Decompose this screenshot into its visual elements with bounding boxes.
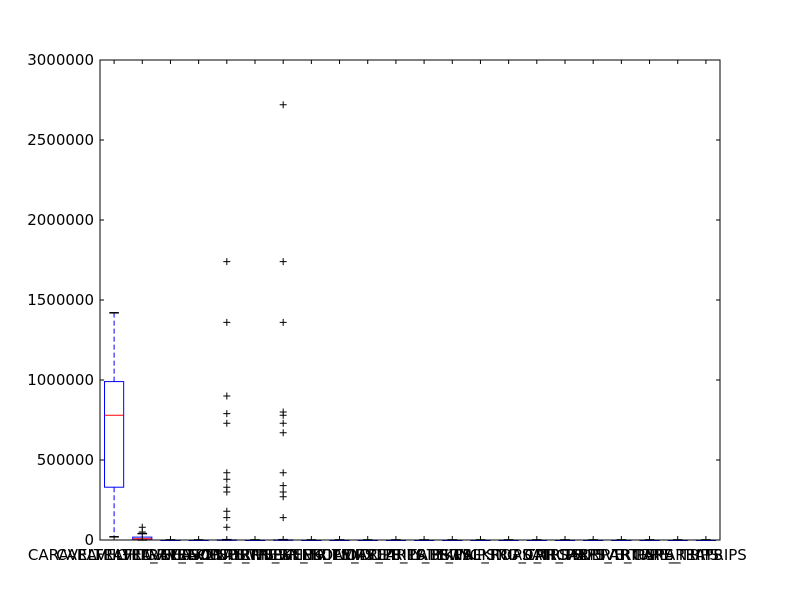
y-tick-label: 3000000 (27, 51, 94, 69)
outlier-marker (223, 410, 231, 418)
outlier-marker (279, 482, 287, 490)
x-tick-label: FLIGHTRAVEL_TRIPS (123, 546, 274, 565)
outlier-marker (223, 507, 231, 515)
y-tick-label: 500000 (37, 451, 94, 469)
outlier-marker (279, 318, 287, 326)
outlier-marker (223, 318, 231, 326)
x-tick-label: CAR_TRIPS (524, 546, 605, 565)
y-tick-label: 1000000 (27, 371, 94, 389)
y-tick-label: 1500000 (27, 291, 94, 309)
y-tick-label: 0 (84, 531, 94, 549)
x-tick-label: CARAVELTRAVEL_TRIPS (56, 546, 228, 565)
outlier-marker (279, 469, 287, 477)
y-axis: 0 500000 1000000 1500000 2000000 2500000 30000… (27, 51, 720, 549)
outlier-marker (279, 429, 287, 437)
outlier-marker (223, 523, 231, 531)
x-tick-label: WALKING_TRIPS (449, 546, 569, 565)
x-tick-label: EARLY_TRIPS (376, 546, 472, 565)
x-tick-label: NORTHERN_TRIPS (216, 546, 350, 565)
outlier-marker (279, 488, 287, 496)
outlier-marker (279, 419, 287, 427)
x-tick-label: SOUTHERN_TRIPS (188, 546, 322, 565)
x-tick-label: CARE_TRIPS (632, 546, 723, 565)
x-tick-label: CARAVELTRAVEL_TRIPS (28, 546, 200, 565)
y-tick-label: 2500000 (27, 131, 94, 149)
outlier-marker (223, 392, 231, 400)
x-tick-label: ARRIVE_TRIPS (569, 546, 674, 565)
outlier-marker (223, 514, 231, 522)
y-tick-label: 2000000 (27, 211, 94, 229)
x-tick-label: AIRCRAFT_TRIPS (532, 546, 655, 565)
x-tick-label: AREATRIPS (665, 546, 747, 564)
x-tick-label: SEASONAL_TRIPS (162, 546, 293, 565)
axes-frame (99, 59, 721, 541)
x-tick-label: WEEKEND_TRIPS (248, 546, 374, 565)
outlier-marker (223, 483, 231, 491)
outlier-marker (223, 469, 231, 477)
outlier-marker (279, 258, 287, 266)
x-tick-label: FLIGHTRAVEL_TRIPS (95, 546, 246, 565)
x-axis: CARAVELTRAVEL_TRIPSCARAVELTRAVEL_TRIPSFL… (28, 60, 747, 565)
box-group (104, 312, 125, 538)
x-tick-label: HOLIDAY_TRIPS (310, 546, 426, 565)
outlier-marker (279, 514, 287, 522)
x-tick-label: WEEKDAY_TRIPS (278, 546, 401, 565)
box-iqr (104, 381, 125, 488)
outlier-marker (138, 523, 146, 531)
x-tick-label: LATE_TRIPS (409, 546, 496, 565)
outlier-marker (279, 408, 287, 416)
outlier-marker (223, 475, 231, 483)
outlier-marker (223, 419, 231, 427)
x-tick-label: MIDDLE_TRIPS (342, 546, 450, 565)
outlier-marker (279, 101, 287, 109)
x-tick-label: ROAD_TRIPS (490, 546, 584, 565)
x-tick-label: BIKING_TRIPS (430, 546, 532, 565)
outlier-marker (223, 258, 231, 266)
x-tick-label: DEPARTURE_TRIPS (580, 546, 719, 565)
